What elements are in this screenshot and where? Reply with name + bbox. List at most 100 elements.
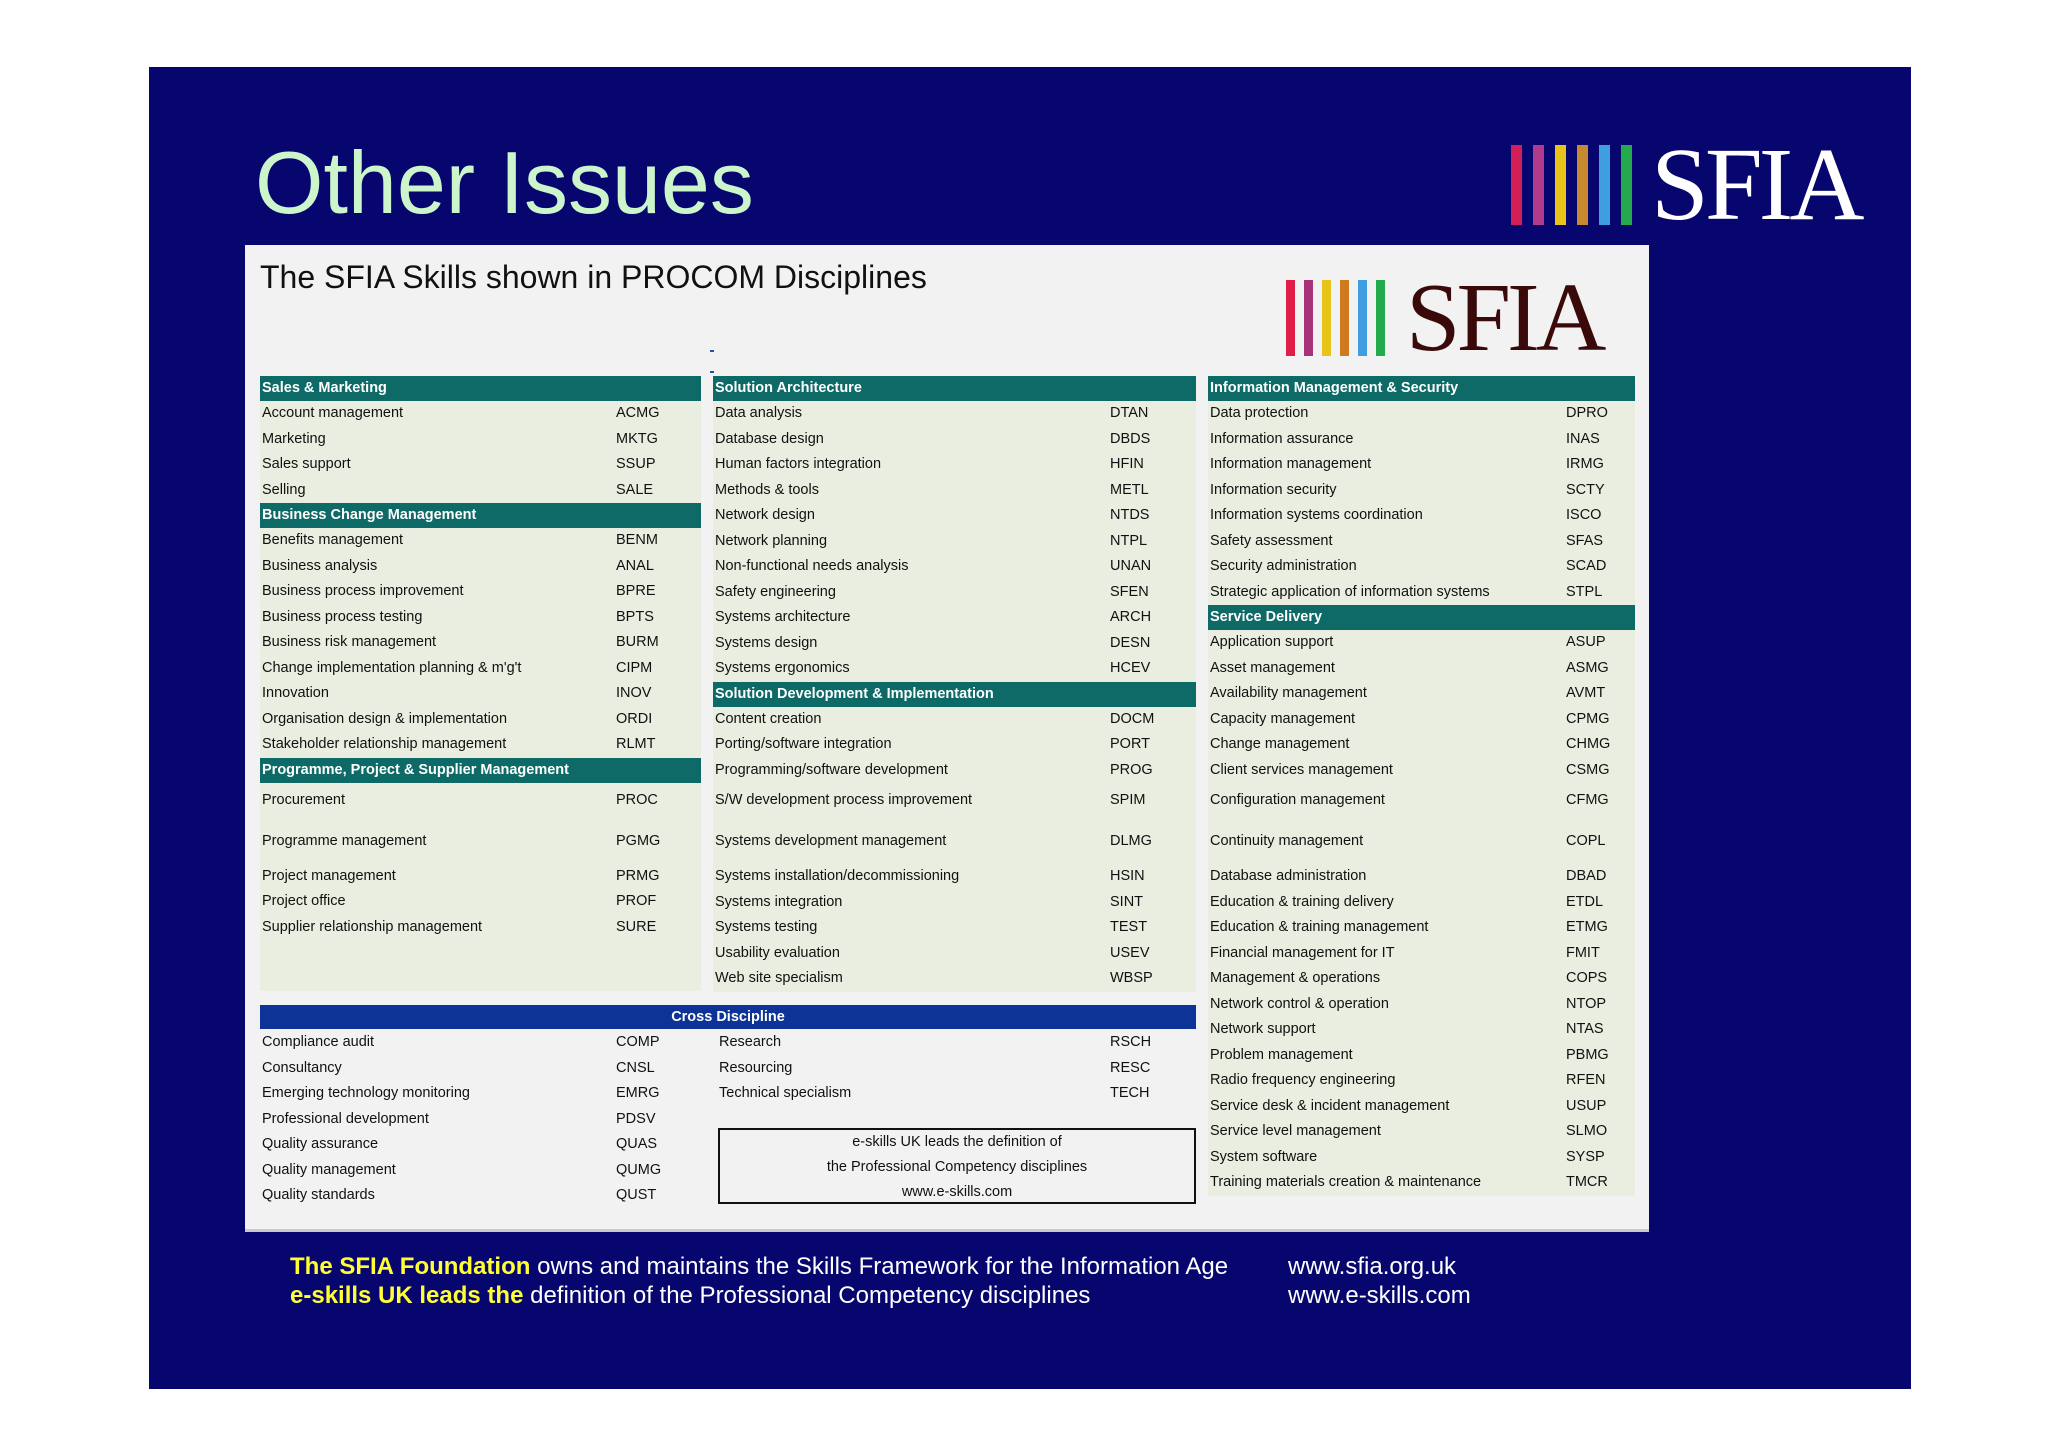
skill-code: PROF [616,893,657,909]
skill-name: Systems testing [715,919,818,935]
skill-row: Configuration management CFMG [1208,783,1635,818]
skill-code: HFIN [1110,456,1144,472]
skill-row: Web site specialism WBSP [713,966,1196,992]
skill-name: Service level management [1210,1123,1381,1139]
skill-code: DTAN [1110,405,1149,421]
skill-code: FMIT [1566,944,1600,961]
skill-row: Database administration DBAD [1208,864,1635,890]
skill-name: Strategic application of information sys… [1210,583,1490,600]
section-header: Information Management & Security [1208,376,1635,401]
skill-row: Content creation DOCM [713,706,1196,732]
skill-code: USEV [1110,944,1150,961]
logo-color-bars [1511,145,1643,225]
skill-code: RFEN [1566,1072,1606,1088]
skill-code: SALE [616,481,654,498]
skill-name: Client services management [1210,761,1393,778]
skill-name: Database design [715,430,824,447]
cross-skill-name: Professional development [262,1110,429,1127]
skill-code: COPL [1566,833,1606,849]
skill-row: Human factors integration HFIN [713,452,1196,478]
skill-code: NTOP [1566,995,1607,1012]
cross-skill-code: PDSV [616,1110,656,1127]
skill-name: Project management [262,867,396,884]
skill-code: DLMG [1110,833,1152,849]
skill-name: Web site specialism [715,970,843,986]
panel-logo-wordmark: SFIA [1406,264,1606,372]
cross-skill-code: QUMG [616,1161,662,1178]
skill-name: Information systems coordination [1210,507,1423,523]
skill-code: NTPL [1110,532,1148,549]
skill-name: Asset management [1210,659,1335,676]
skill-code: BPRE [616,583,656,599]
skill-code: UNAN [1110,558,1152,574]
skill-code: USUP [1566,1097,1607,1114]
section-header: Sales & Marketing [260,376,701,401]
skill-code: SLMO [1566,1123,1608,1139]
cross-skill-code: EMRG [616,1085,660,1101]
skill-code: CPMG [1566,710,1610,727]
skill-code: ETDL [1566,893,1604,910]
skill-name: Systems integration [715,893,843,910]
skill-code: BENM [616,532,658,548]
skill-row: Problem management PBMG [1208,1042,1635,1068]
skill-row: Network design NTDS [713,503,1196,529]
skill-code: PGMG [616,832,661,849]
skill-row: Service desk & incident management USUP [1208,1093,1635,1119]
skill-name: Project office [262,893,346,909]
skill-row: Programming/software development PROG [713,757,1196,783]
skill-row: Project office PROF [260,889,701,915]
skill-name: Change implementation planning & m'g't [262,659,522,676]
skill-code: CFMG [1566,792,1609,808]
skill-code: BURM [616,634,659,650]
skills-panel: The SFIA Skills shown in PROCOM Discipli… [245,245,1649,1229]
skill-code: ORDI [616,710,653,727]
cross-skill-code: RESC [1110,1059,1151,1076]
panel-divider [245,1229,1649,1232]
eskills-note-box: e-skills UK leads the definition of the … [718,1128,1196,1204]
skill-code: SCTY [1566,481,1605,498]
skill-code: STPL [1566,583,1603,600]
cross-skill-name: Technical specialism [719,1085,852,1101]
skill-name: Education & training delivery [1210,893,1394,910]
skill-row: Systems architecture ARCH [713,605,1196,631]
skill-row: Safety engineering SFEN [713,579,1196,605]
skill-row: Account management ACMG [260,401,701,427]
skill-row: Capacity management CPMG [1208,706,1635,732]
note-link[interactable]: www.e-skills.com [901,1184,1013,1200]
sfia-url-link[interactable]: www.sfia.org.uk [1288,1253,1457,1280]
panel-title: The SFIA Skills shown in PROCOM Discipli… [260,259,927,295]
skill-name: Change management [1210,736,1350,752]
skill-row: Sales support SSUP [260,452,701,478]
skill-name: Systems architecture [715,609,851,625]
skill-row: Systems integration SINT [713,889,1196,915]
skill-row: Change management CHMG [1208,732,1635,758]
section-header: Solution Development & Implementation [713,681,1196,707]
skill-name: S/W development process improvement [715,792,973,808]
cross-skill-name: Research [719,1034,782,1050]
skill-name: System software [1210,1148,1318,1165]
footer-line-2: e-skills UK leads the definition of the … [290,1282,1090,1310]
skill-code: SINT [1110,893,1144,910]
skill-row: Information systems coordination ISCO [1208,503,1635,529]
skill-name: Radio frequency engineering [1210,1072,1396,1088]
panel-logo-color-bars [1286,280,1394,356]
skill-code: ASMG [1566,659,1609,676]
section-header: Solution Architecture [713,376,1196,401]
skill-name: Benefits management [262,532,404,548]
skill-row: Selling SALE [260,477,701,503]
cross-skill-code: COMP [616,1034,660,1050]
logo-bar [1533,145,1544,225]
skill-code: NTAS [1566,1021,1604,1037]
skill-row: Systems testing TEST [713,915,1196,941]
divider-mark [710,350,714,352]
skill-row: Systems development management DLMG [713,818,1196,864]
skill-code: SURE [616,918,657,935]
logo-bar [1555,145,1566,225]
skill-code: ASUP [1566,634,1606,650]
logo-bar [1286,280,1295,356]
eskills-url-link[interactable]: www.e-skills.com [1288,1282,1471,1309]
skill-name: Continuity management [1210,833,1364,849]
skill-code: SFAS [1566,532,1604,549]
skill-name: Capacity management [1210,710,1356,727]
skill-name: Procurement [262,791,346,808]
